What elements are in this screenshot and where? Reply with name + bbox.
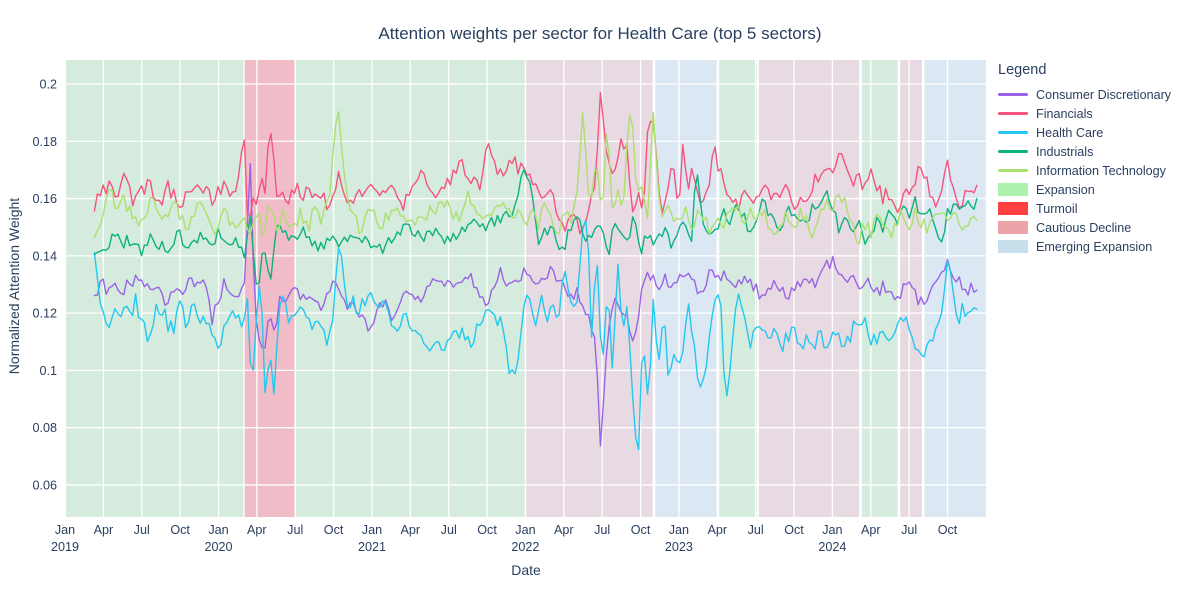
legend-item-label: Financials xyxy=(1036,106,1093,121)
x-axis-tick-labels: Jan 2019 Apr Jul Oct Jan 2020 Apr Jul Oct Jan 2021 A… xyxy=(51,523,958,554)
x-tick-label: Jan xyxy=(669,523,689,537)
cautious-decline-swatch-icon xyxy=(998,221,1028,234)
regime-band-cautious-decline xyxy=(244,60,295,517)
y-tick-label: 0.18 xyxy=(32,135,57,149)
regime-band-expansion xyxy=(719,60,757,517)
x-axis-title: Date xyxy=(511,562,541,578)
y-axis-title: Normalized Attention Weight xyxy=(6,197,22,375)
legend-item-label: Information Technology xyxy=(1036,163,1166,178)
legend-title: Legend xyxy=(998,62,1047,78)
series-line-health-care xyxy=(93,219,978,451)
regime-band-cautious-decline xyxy=(900,60,922,517)
legend-item-label: Cautious Decline xyxy=(1036,220,1132,235)
legend-item-label: Emerging Expansion xyxy=(1036,239,1153,254)
legend-item-emerging-expansion[interactable]: Emerging Expansion xyxy=(998,237,1198,256)
x-tick-year-label: 2021 xyxy=(358,540,386,554)
x-tick-label: Jul xyxy=(594,523,610,537)
x-tick-label: Apr xyxy=(554,523,574,537)
x-tick-label: Apr xyxy=(401,523,421,537)
legend-item-industrials[interactable]: Industrials xyxy=(998,142,1198,161)
x-tick-year-label: 2020 xyxy=(204,540,232,554)
information-technology-swatch-icon xyxy=(998,169,1028,172)
industrials-swatch-icon xyxy=(998,150,1028,153)
y-tick-label: 0.12 xyxy=(32,307,57,321)
x-tick-label: Jul xyxy=(901,523,917,537)
y-axis-tick-labels: 0.06 0.08 0.1 0.12 0.14 0.16 0.18 0.2 xyxy=(32,78,57,493)
legend-item-expansion[interactable]: Expansion xyxy=(998,180,1198,199)
series-line-consumer-discretionary xyxy=(93,163,978,447)
legend: Legend Consumer Discretionary Financials H… xyxy=(998,62,1198,256)
series-line-industrials xyxy=(93,169,978,285)
x-tick-label: Jan xyxy=(822,523,842,537)
x-tick-year-label: 2024 xyxy=(818,540,846,554)
x-tick-label: Oct xyxy=(477,523,497,537)
x-tick-label: Jul xyxy=(287,523,303,537)
regime-band-expansion xyxy=(861,60,898,517)
legend-item-label: Industrials xyxy=(1036,144,1094,159)
x-tick-label: Jan xyxy=(208,523,228,537)
legend-item-financials[interactable]: Financials xyxy=(998,104,1198,123)
x-tick-label: Apr xyxy=(247,523,267,537)
legend-item-health-care[interactable]: Health Care xyxy=(998,123,1198,142)
legend-item-label: Consumer Discretionary xyxy=(1036,87,1172,102)
x-tick-label: Jul xyxy=(134,523,150,537)
x-tick-label: Oct xyxy=(784,523,804,537)
x-tick-year-label: 2022 xyxy=(511,540,539,554)
y-tick-label: 0.08 xyxy=(32,421,57,435)
x-tick-label: Oct xyxy=(170,523,190,537)
gridlines xyxy=(64,60,986,517)
x-tick-label: Jan xyxy=(362,523,382,537)
y-tick-label: 0.1 xyxy=(39,364,57,378)
legend-item-information-technology[interactable]: Information Technology xyxy=(998,161,1198,180)
x-tick-label: Oct xyxy=(324,523,344,537)
emerging-expansion-swatch-icon xyxy=(998,240,1028,253)
x-tick-year-label: 2019 xyxy=(51,540,79,554)
regime-band-emerging-expansion xyxy=(655,60,718,517)
x-tick-label: Apr xyxy=(861,523,881,537)
x-tick-label: Jan xyxy=(55,523,75,537)
x-tick-label: Jul xyxy=(441,523,457,537)
consumer-discretionary-swatch-icon xyxy=(998,93,1028,96)
x-tick-label: Jan xyxy=(515,523,535,537)
x-tick-label: Apr xyxy=(94,523,114,537)
legend-item-consumer-discretionary[interactable]: Consumer Discretionary xyxy=(998,85,1198,104)
regime-band-emerging-expansion xyxy=(924,60,986,517)
chart-title: Attention weights per sector for Health … xyxy=(378,24,822,43)
financials-swatch-icon xyxy=(998,112,1028,115)
x-tick-label: Oct xyxy=(938,523,958,537)
x-tick-label: Apr xyxy=(707,523,727,537)
turmoil-swatch-icon xyxy=(998,202,1028,215)
legend-item-label: Expansion xyxy=(1036,182,1095,197)
legend-items: Consumer Discretionary Financials Health C… xyxy=(998,85,1198,256)
y-tick-label: 0.2 xyxy=(39,78,57,92)
series-line-information-technology xyxy=(93,110,978,245)
expansion-swatch-icon xyxy=(998,183,1028,196)
series-lines xyxy=(93,92,978,451)
regime-band-cautious-decline xyxy=(758,60,860,517)
legend-item-label: Turmoil xyxy=(1036,201,1078,216)
regime-bands xyxy=(66,60,986,517)
x-tick-year-label: 2023 xyxy=(665,540,693,554)
x-tick-label: Oct xyxy=(631,523,651,537)
legend-item-label: Health Care xyxy=(1036,125,1104,140)
y-tick-label: 0.16 xyxy=(32,192,57,206)
legend-item-turmoil[interactable]: Turmoil xyxy=(998,199,1198,218)
health-care-swatch-icon xyxy=(998,131,1028,134)
series-line-financials xyxy=(93,92,978,235)
legend-item-cautious-decline[interactable]: Cautious Decline xyxy=(998,218,1198,237)
x-tick-label: Jul xyxy=(748,523,764,537)
y-tick-label: 0.14 xyxy=(32,249,57,263)
y-tick-label: 0.06 xyxy=(32,478,57,492)
